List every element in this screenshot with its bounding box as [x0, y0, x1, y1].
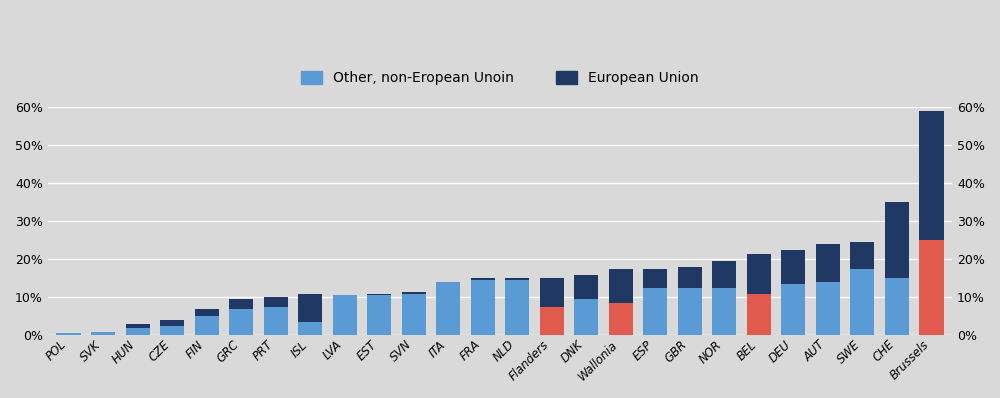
Bar	[574, 275, 598, 299]
Bar	[885, 278, 909, 336]
Bar	[919, 240, 944, 336]
Bar	[367, 295, 391, 336]
Bar	[367, 293, 391, 295]
Bar	[264, 307, 288, 336]
Bar	[91, 332, 115, 336]
Bar	[471, 280, 495, 336]
Bar	[850, 242, 874, 269]
Bar	[160, 320, 184, 326]
Bar	[229, 299, 253, 309]
Bar	[885, 202, 909, 278]
Bar	[712, 288, 736, 336]
Bar	[505, 278, 529, 280]
Bar	[816, 244, 840, 282]
Bar	[402, 293, 426, 336]
Bar	[678, 267, 702, 288]
Bar	[712, 261, 736, 288]
Bar	[678, 288, 702, 336]
Bar	[229, 309, 253, 336]
Bar	[436, 282, 460, 336]
Bar	[850, 269, 874, 336]
Bar	[816, 282, 840, 336]
Bar	[333, 295, 357, 336]
Legend: Other, non-Eropean Unoin, European Union: Other, non-Eropean Unoin, European Union	[295, 64, 705, 92]
Bar	[56, 334, 81, 336]
Bar	[505, 280, 529, 336]
Bar	[747, 293, 771, 336]
Bar	[298, 322, 322, 336]
Bar	[160, 326, 184, 336]
Bar	[643, 288, 667, 336]
Bar	[540, 278, 564, 307]
Bar	[919, 111, 944, 240]
Bar	[126, 324, 150, 328]
Bar	[540, 307, 564, 336]
Bar	[195, 316, 219, 336]
Bar	[298, 293, 322, 322]
Bar	[126, 328, 150, 336]
Bar	[643, 269, 667, 288]
Bar	[781, 284, 805, 336]
Bar	[781, 250, 805, 284]
Bar	[747, 254, 771, 293]
Bar	[609, 303, 633, 336]
Bar	[574, 299, 598, 336]
Bar	[195, 309, 219, 316]
Bar	[264, 297, 288, 307]
Bar	[402, 292, 426, 293]
Bar	[609, 269, 633, 303]
Bar	[471, 278, 495, 280]
